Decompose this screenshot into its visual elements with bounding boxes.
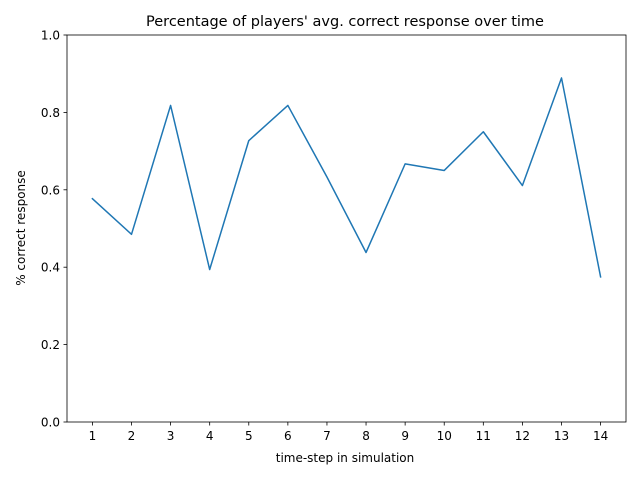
- y-tick-label: 0.0: [41, 416, 60, 430]
- x-tick-label: 14: [593, 429, 608, 443]
- x-tick-label: 13: [554, 429, 569, 443]
- y-tick-label: 0.4: [41, 261, 60, 275]
- y-tick-label: 1.0: [41, 29, 60, 43]
- x-tick-label: 2: [128, 429, 136, 443]
- x-tick-label: 5: [245, 429, 253, 443]
- plot-frame: [67, 35, 626, 422]
- y-tick-label: 0.8: [41, 106, 60, 120]
- y-tick-label: 0.2: [41, 338, 60, 352]
- y-tick-label: 0.6: [41, 183, 60, 197]
- chart-title: Percentage of players' avg. correct resp…: [146, 14, 544, 30]
- x-axis-label: time-step in simulation: [276, 451, 415, 465]
- x-tick-label: 11: [476, 429, 491, 443]
- x-tick-label: 6: [284, 429, 292, 443]
- x-tick-label: 8: [362, 429, 370, 443]
- series: [92, 78, 600, 277]
- x-tick-label: 9: [401, 429, 409, 443]
- x-tick-label: 10: [437, 429, 452, 443]
- series-line: [92, 78, 600, 277]
- y-axis-label: % correct response: [14, 170, 28, 286]
- x-tick-label: 3: [167, 429, 175, 443]
- x-tick-label: 1: [89, 429, 97, 443]
- x-tick-label: 12: [515, 429, 530, 443]
- x-tick-label: 7: [323, 429, 331, 443]
- axes: [67, 35, 626, 422]
- x-tick-label: 4: [206, 429, 214, 443]
